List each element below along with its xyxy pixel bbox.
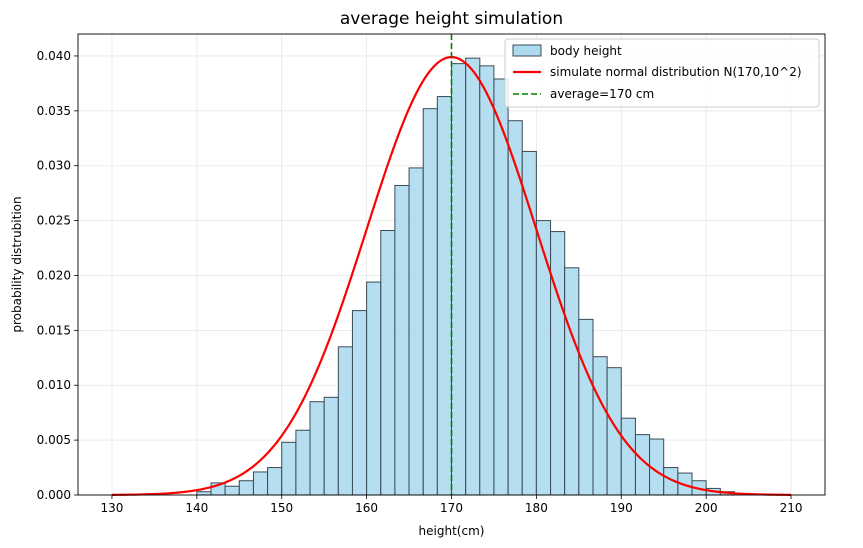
x-axis-ticks: 130 140 150 160 170 180 190 200 210 [101, 495, 803, 515]
y-axis-ticks: 0.000 0.005 0.010 0.015 0.020 0.025 0.030 0.035… [37, 49, 78, 502]
histogram-bar [380, 229, 396, 496]
legend-box [504, 38, 820, 108]
histogram-bar [366, 281, 382, 496]
x-tick-label: 180 [525, 501, 548, 515]
y-tick-label: 0.030 [37, 159, 71, 173]
histogram-bar [351, 310, 368, 496]
histogram-bar [295, 429, 311, 496]
histogram-bar [550, 231, 566, 496]
legend: body height simulate normal distribution… [504, 38, 820, 108]
y-axis-label: probability distrubition [10, 196, 24, 332]
y-tick-label: 0.020 [37, 268, 71, 282]
y-tick-label: 0.025 [37, 214, 71, 228]
histogram-bar [309, 401, 325, 496]
histogram-bar [592, 356, 608, 496]
legend-label-normal-curve: simulate normal distribution N(170,10^2) [550, 65, 802, 79]
histogram-bar [252, 471, 269, 496]
y-tick-label: 0.005 [37, 433, 71, 447]
y-tick-label: 0.040 [37, 49, 71, 63]
histogram-bar [521, 150, 537, 496]
histogram-bar [238, 480, 254, 496]
histogram-bar [281, 441, 297, 496]
histogram-bar [564, 267, 580, 496]
histogram-bar [224, 485, 240, 496]
x-tick-label: 160 [355, 501, 378, 515]
histogram-bar [620, 417, 636, 496]
x-tick-label: 130 [101, 501, 124, 515]
y-tick-label: 0.015 [37, 323, 71, 337]
y-tick-label: 0.035 [37, 104, 71, 118]
legend-label-mean-line: average=170 cm [550, 87, 654, 101]
histogram-bar [267, 467, 283, 496]
x-tick-label: 140 [185, 501, 208, 515]
histogram-bar [394, 184, 410, 496]
histogram-bar [337, 346, 353, 496]
x-axis-label: height(cm) [419, 524, 485, 538]
legend-swatch-body-height [512, 44, 542, 57]
histogram-bar [578, 318, 594, 496]
histogram-bar [323, 396, 339, 496]
legend-label-body-height: body height [550, 44, 622, 58]
histogram-bar [422, 108, 438, 496]
histogram-bar [465, 57, 481, 496]
histogram-bars [196, 57, 735, 496]
histogram-bar [479, 65, 495, 496]
x-tick-label: 210 [780, 501, 803, 515]
x-tick-label: 190 [610, 501, 633, 515]
x-tick-label: 150 [270, 501, 293, 515]
histogram-bar [196, 491, 212, 496]
y-tick-label: 0.010 [37, 378, 71, 392]
x-tick-label: 170 [440, 501, 463, 515]
y-tick-label: 0.000 [37, 488, 71, 502]
chart-title: average height simulation [340, 9, 563, 29]
histogram-bar [535, 220, 552, 496]
histogram-bar [451, 63, 467, 496]
histogram-bar [408, 167, 424, 496]
x-tick-label: 200 [695, 501, 718, 515]
histogram-bar [436, 96, 452, 496]
